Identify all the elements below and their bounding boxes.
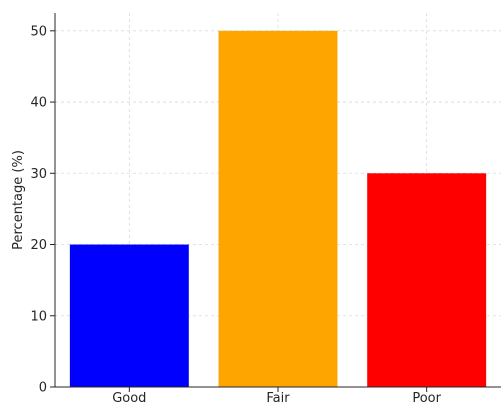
y-ticks-group: 0 10 20 30 40 50 [30, 24, 55, 396]
y-tick-label-1: 10 [30, 309, 47, 324]
y-tick-label-5: 50 [30, 24, 47, 39]
bar-good [69, 244, 189, 387]
y-axis-label: Percentage (%) [11, 150, 26, 250]
y-tick-label-0: 0 [39, 381, 47, 396]
x-ticks-group: Good Fair Poor [112, 387, 442, 406]
bar-poor [367, 173, 487, 387]
y-tick-label-4: 40 [30, 96, 47, 111]
y-tick-label-3: 30 [30, 167, 47, 182]
bar-fair [218, 30, 338, 388]
x-tick-label-poor: Poor [412, 391, 441, 403]
y-tick-label-2: 20 [30, 238, 47, 253]
x-tick-label-good: Good [112, 391, 146, 403]
bars-group [69, 30, 487, 388]
x-tick-label-fair: Fair [266, 391, 290, 403]
